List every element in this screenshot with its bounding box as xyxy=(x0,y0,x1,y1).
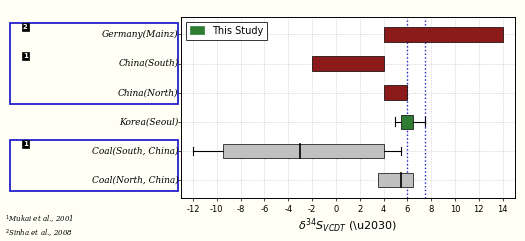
Bar xyxy=(402,114,413,129)
Text: China(South): China(South) xyxy=(118,59,178,68)
Text: $^{1}$Mukai et al., 2001
$^{2}$Sinha et al., 2008: $^{1}$Mukai et al., 2001 $^{2}$Sinha et … xyxy=(5,213,74,239)
Text: Coal(North, China): Coal(North, China) xyxy=(92,176,178,185)
Bar xyxy=(223,144,384,158)
Bar xyxy=(384,27,502,42)
X-axis label: $\delta^{34}S_{VCDT}$ (\u2030): $\delta^{34}S_{VCDT}$ (\u2030) xyxy=(298,217,397,235)
Legend: This Study: This Study xyxy=(186,22,267,40)
Bar xyxy=(312,56,384,71)
Text: 2: 2 xyxy=(23,24,28,30)
Bar xyxy=(377,173,413,187)
Bar xyxy=(384,85,407,100)
Text: 1: 1 xyxy=(23,141,28,147)
Text: 1: 1 xyxy=(23,53,28,59)
Text: Korea(Seoul): Korea(Seoul) xyxy=(119,117,178,126)
Text: Germany(Mainz): Germany(Mainz) xyxy=(102,30,178,39)
Text: China(North): China(North) xyxy=(118,88,178,97)
Text: Coal(South, China): Coal(South, China) xyxy=(92,147,178,155)
